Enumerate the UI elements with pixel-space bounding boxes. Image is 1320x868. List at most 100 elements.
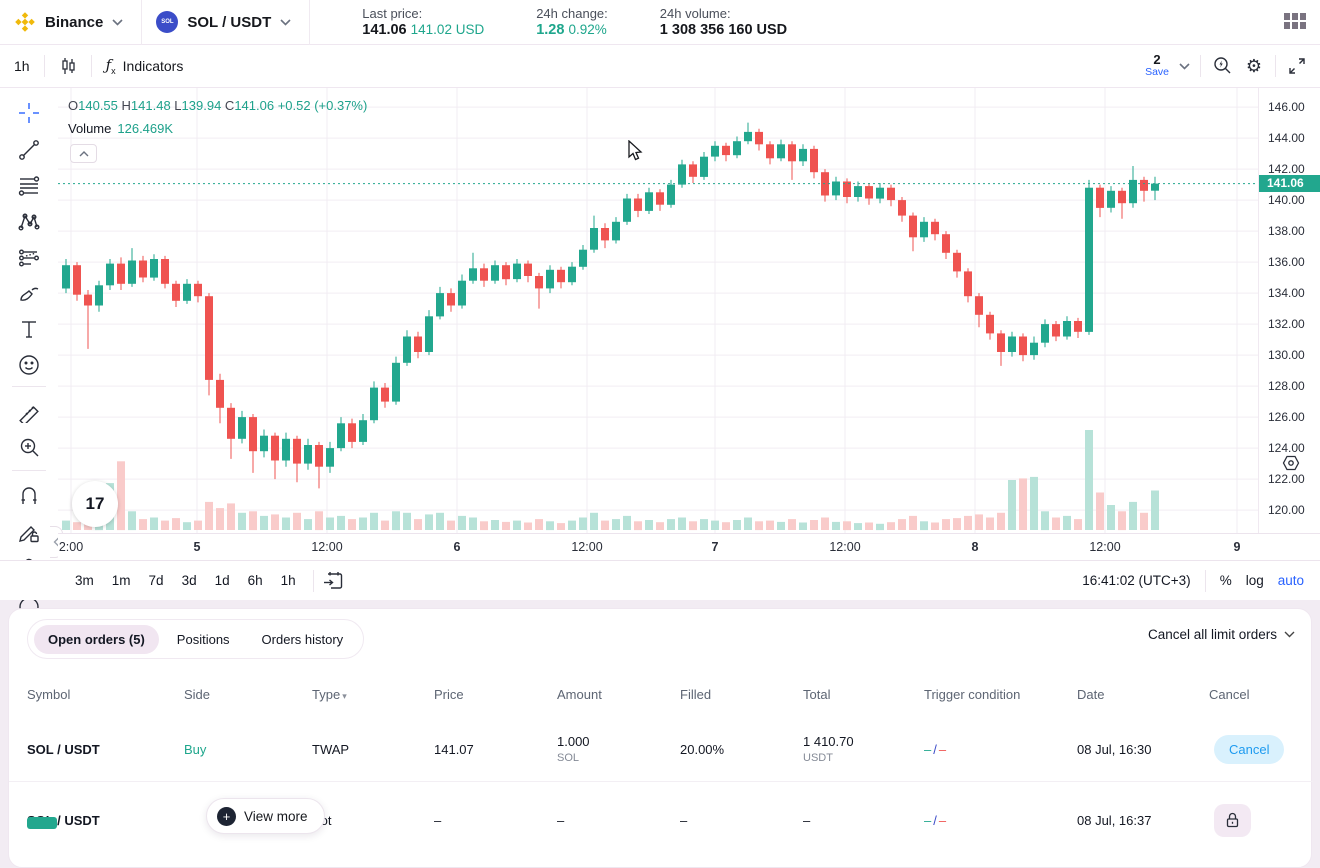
- price-tick: 124.00: [1268, 441, 1305, 456]
- text-tool[interactable]: [15, 315, 43, 343]
- range-3m[interactable]: 3m: [75, 573, 94, 588]
- change-stat: 24h change: 1.28 0.92%: [536, 6, 608, 39]
- fib-retracement-tool[interactable]: [15, 172, 43, 200]
- price-tick: 128.00: [1268, 379, 1305, 394]
- auto-scale-button[interactable]: auto: [1277, 573, 1304, 588]
- save-menu-chevron-icon[interactable]: [1179, 62, 1190, 70]
- order-total: 1 410.70 USDT: [803, 734, 854, 764]
- save-button[interactable]: 2 Save: [1145, 53, 1169, 78]
- high-value: 141.48: [130, 98, 171, 113]
- drawing-toolbar: [0, 88, 63, 615]
- candles-icon: [61, 58, 75, 74]
- time-tick: 9: [1233, 540, 1241, 554]
- locked-order-button[interactable]: [1214, 803, 1251, 837]
- price-tick: 144.00: [1268, 131, 1305, 146]
- order-total: –: [803, 812, 811, 828]
- time-tick: 12:00: [311, 540, 343, 554]
- col-total[interactable]: Total: [803, 686, 831, 702]
- time-tick: 12:00: [571, 540, 603, 554]
- col-amount[interactable]: Amount: [557, 686, 602, 702]
- col-type[interactable]: Type ▾: [312, 686, 347, 702]
- change-label: 24h change:: [536, 5, 608, 21]
- order-symbol: SOL / USDT: [27, 741, 100, 757]
- projection-tool[interactable]: [15, 244, 43, 272]
- price-tick: 138.00: [1268, 224, 1305, 239]
- range-1m[interactable]: 1m: [111, 573, 131, 588]
- price-scale-settings-icon[interactable]: [1282, 454, 1300, 477]
- pair-selector[interactable]: SOL SOL / USDT: [142, 0, 311, 45]
- go-to-date-button[interactable]: [322, 570, 344, 592]
- exchange-name: Binance: [45, 13, 104, 31]
- price-tick: 122.00: [1268, 472, 1305, 487]
- settings-button[interactable]: ⚙: [1243, 55, 1265, 77]
- order-filled: 20.00%: [680, 741, 725, 757]
- col-cancel[interactable]: Cancel: [1209, 686, 1250, 702]
- emoji-tool[interactable]: [15, 351, 43, 379]
- price-tick: 136.00: [1268, 255, 1305, 270]
- order-date: 08 Jul, 16:37: [1077, 812, 1152, 828]
- quick-search-button[interactable]: [1211, 55, 1233, 77]
- price-tick: 146.00: [1268, 100, 1305, 115]
- last-price-badge: 141.06: [1259, 175, 1320, 193]
- exchange-selector[interactable]: Binance: [0, 0, 143, 45]
- range-1d[interactable]: 1d: [214, 573, 230, 588]
- tab-positions[interactable]: Positions: [176, 631, 230, 647]
- indicators-button[interactable]: ƒx Indicators: [92, 56, 198, 76]
- price-axis[interactable]: 141.06 146.00 144.00 142.00 140.00 138.00 136…: [1258, 88, 1320, 533]
- range-3d[interactable]: 3d: [181, 573, 197, 588]
- magnet-tool[interactable]: [15, 482, 43, 510]
- tradingview-logo[interactable]: 17: [72, 481, 118, 527]
- time-tick: 6: [453, 540, 461, 554]
- last-price-value: 141.06: [362, 21, 407, 38]
- pane-collapse-button[interactable]: [70, 144, 97, 163]
- range-6h[interactable]: 6h: [247, 573, 263, 588]
- col-side[interactable]: Side: [184, 686, 211, 702]
- fullscreen-button[interactable]: [1286, 55, 1308, 77]
- cancel-all-limit-orders[interactable]: Cancel all limit orders: [1148, 627, 1295, 642]
- tab-open-orders[interactable]: Open orders (5): [34, 624, 159, 654]
- col-symbol[interactable]: Symbol: [27, 686, 71, 702]
- candlestick-chart[interactable]: [58, 88, 1258, 533]
- order-filled: –: [680, 812, 688, 828]
- measure-tool[interactable]: [15, 398, 43, 426]
- log-scale-button[interactable]: log: [1245, 573, 1264, 588]
- tab-orders-history[interactable]: Orders history: [261, 631, 344, 647]
- range-1h[interactable]: 1h: [280, 573, 296, 588]
- volume-stat: 24h volume: 1 308 356 160 USD: [660, 6, 787, 39]
- brush-tool[interactable]: [15, 279, 43, 307]
- chart-toolbar: 1h ƒx Indicators 2 Save ⚙: [0, 45, 1320, 88]
- order-side: Buy: [184, 741, 207, 757]
- gear-icon: ⚙: [1245, 55, 1263, 76]
- zoom-in-tool[interactable]: [15, 434, 43, 462]
- last-price-usd: 141.02 USD: [410, 21, 485, 37]
- interval-button[interactable]: 1h: [14, 58, 30, 74]
- col-filled[interactable]: Filled: [680, 686, 712, 702]
- col-date[interactable]: Date: [1077, 686, 1105, 702]
- volume-label: 24h volume:: [659, 5, 731, 21]
- candlestick-plot[interactable]: [58, 88, 1258, 533]
- cancel-order-button[interactable]: Cancel: [1214, 734, 1285, 764]
- col-price[interactable]: Price: [434, 686, 464, 702]
- percent-scale-button[interactable]: %: [1219, 573, 1232, 588]
- crosshair-tool[interactable]: [15, 99, 43, 127]
- xabcd-pattern-tool[interactable]: [15, 208, 43, 236]
- col-trigger[interactable]: Trigger condition: [924, 686, 1021, 702]
- trend-line-tool[interactable]: [15, 136, 43, 164]
- chart-style-button[interactable]: [45, 57, 91, 75]
- chart-panel: O140.55 H141.48 L139.94 C141.06 +0.52 (+…: [0, 88, 1320, 615]
- view-more-button[interactable]: + View more: [206, 798, 325, 834]
- time-axis[interactable]: 2:00 5 12:00 6 12:00 7 12:00 8 12:00 9: [58, 533, 1258, 560]
- view-more-label: View more: [244, 808, 308, 824]
- clock-timezone[interactable]: 16:41:02 (UTC+3): [1082, 573, 1191, 588]
- range-7d[interactable]: 7d: [148, 573, 164, 588]
- fullscreen-icon: [1289, 58, 1305, 74]
- fx-icon: ƒx: [105, 56, 116, 76]
- orders-tabs: Open orders (5) Positions Orders history: [27, 619, 365, 659]
- drawing-mode-lock-tool[interactable]: [15, 518, 43, 546]
- order-price: 141.07: [434, 741, 474, 757]
- layout-grid-icon[interactable]: [1284, 13, 1306, 30]
- sol-coin-icon: SOL: [156, 11, 179, 33]
- time-tick: 12:00: [829, 540, 861, 554]
- change-value: +0.52 (+0.37%): [277, 98, 368, 113]
- price-tick: 120.00: [1268, 503, 1305, 518]
